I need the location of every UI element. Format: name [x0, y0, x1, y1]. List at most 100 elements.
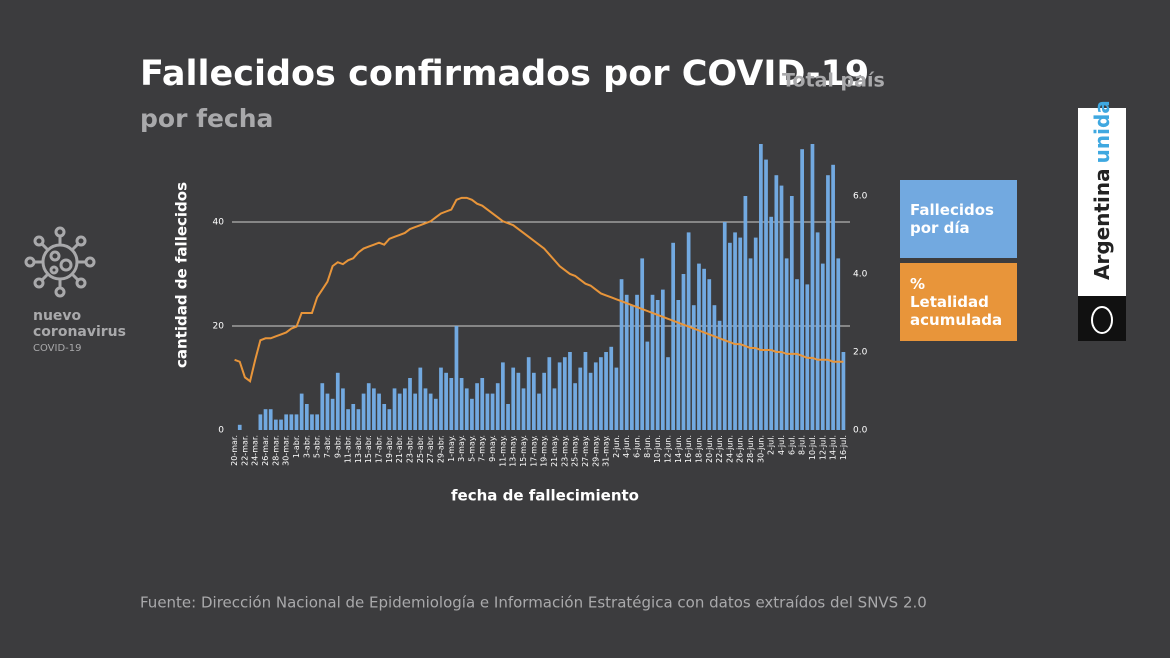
- bar: [423, 388, 428, 430]
- y2-tick-label: 4.0: [853, 269, 868, 279]
- x-tick-label: 24-jun.: [725, 435, 734, 463]
- bar: [759, 144, 763, 430]
- bar: [464, 388, 469, 430]
- x-tick-label: 13-may.: [509, 435, 518, 467]
- x-tick-label: 30-mar.: [282, 435, 291, 466]
- bar: [800, 149, 805, 430]
- brand-text: Argentina unida: [1090, 100, 1114, 280]
- bar: [609, 346, 614, 430]
- x-tick-label: 27-may.: [581, 435, 590, 467]
- bar: [562, 357, 567, 430]
- logo-text: coronavirus: [33, 324, 126, 340]
- bar: [480, 378, 485, 430]
- bar: [712, 305, 717, 430]
- x-tick-label: 23-abr.: [406, 435, 415, 463]
- x-tick-label: 28-mar.: [271, 435, 280, 466]
- x-tick-label: 15-may.: [519, 435, 528, 467]
- x-tick-label: 5-abr.: [313, 435, 322, 458]
- bar: [717, 320, 722, 430]
- bar: [237, 424, 242, 430]
- legend-label: % Letalidad acumulada: [910, 275, 1003, 329]
- bar: [784, 258, 789, 430]
- x-tick-label: 4-jul.: [777, 435, 786, 455]
- bar: [789, 196, 794, 430]
- x-tick-label: 2-jun.: [612, 435, 621, 458]
- bar: [516, 372, 521, 430]
- bar: [743, 196, 748, 430]
- bar: [495, 383, 500, 430]
- x-tick-label: 3-abr.: [302, 435, 311, 458]
- x-axis-label: fecha de fallecimiento: [451, 487, 639, 505]
- x-tick-label: 3-may.: [457, 435, 466, 462]
- x-tick-label: 13-abr.: [354, 435, 363, 463]
- x-tick-label: 23-may.: [560, 435, 569, 467]
- bar: [361, 393, 366, 430]
- bar: [335, 372, 340, 430]
- bar: [557, 362, 562, 430]
- subtitle: por fecha: [140, 104, 273, 133]
- bar: [707, 279, 712, 430]
- bar: [289, 414, 294, 430]
- bar: [583, 352, 588, 430]
- bar: [382, 404, 387, 430]
- x-tick-label: 22-jun.: [715, 435, 724, 463]
- bar: [774, 175, 779, 430]
- bar: [733, 232, 737, 430]
- y2-tick-label: 0.0: [853, 426, 868, 436]
- bar: [630, 305, 634, 430]
- bar: [753, 237, 758, 430]
- bar: [619, 279, 624, 430]
- legend-label: Fallecidos por día: [910, 201, 994, 237]
- bar: [320, 383, 325, 430]
- bar: [531, 372, 536, 430]
- x-tick-label: 16-jul.: [839, 435, 848, 460]
- x-tick-label: 2-jul.: [767, 435, 776, 455]
- bar: [671, 242, 676, 430]
- x-tick-label: 7-may.: [478, 435, 487, 462]
- bar: [444, 372, 448, 430]
- x-tick-label: 11-may.: [498, 435, 507, 467]
- legend-item: % Letalidad acumulada: [900, 263, 1017, 341]
- bar: [470, 398, 474, 430]
- bar: [418, 367, 423, 430]
- logo-text: nuevo: [33, 308, 82, 324]
- x-tick-label: 16-jun.: [684, 435, 693, 463]
- x-tick-label: 24-mar.: [251, 435, 260, 466]
- x-tick-label: 8-jun.: [643, 435, 652, 458]
- logo-text: COVID-19: [33, 343, 82, 354]
- bar: [722, 222, 727, 430]
- brand-word: unida: [1090, 100, 1114, 163]
- brand-badge: [1078, 108, 1126, 296]
- bar: [820, 263, 825, 430]
- bar: [810, 144, 815, 430]
- bar: [299, 393, 304, 430]
- bar: [552, 388, 557, 430]
- x-tick-label: 5-may.: [467, 435, 476, 462]
- x-tick-label: 29-may.: [591, 435, 600, 467]
- bar: [831, 164, 835, 431]
- x-tick-label: 27-abr.: [426, 435, 435, 463]
- y2-tick-label: 6.0: [853, 191, 868, 201]
- y-tick-label: 40: [213, 218, 225, 228]
- y-tick-label: 20: [213, 322, 225, 332]
- bar: [439, 367, 443, 430]
- x-tick-label: 12-jul.: [818, 435, 827, 460]
- bar: [645, 341, 650, 430]
- x-tick-label: 14-jun.: [674, 435, 683, 463]
- bar: [428, 393, 433, 430]
- x-tick-label: 10-jun.: [653, 435, 662, 463]
- bar: [604, 352, 608, 430]
- bar: [501, 362, 505, 430]
- bar: [573, 383, 577, 430]
- x-tick-label: 4-jun.: [622, 435, 631, 458]
- x-tick-label: 18-jun.: [694, 435, 703, 463]
- x-tick-label: 21-abr.: [395, 435, 404, 463]
- brand-emblem: [1078, 296, 1126, 341]
- subtitle: Total país: [782, 70, 885, 92]
- y2-tick-label: 2.0: [853, 347, 868, 357]
- bar: [578, 367, 583, 430]
- x-tick-label: 6-jun.: [633, 435, 642, 458]
- emblem-shape: [1091, 306, 1113, 334]
